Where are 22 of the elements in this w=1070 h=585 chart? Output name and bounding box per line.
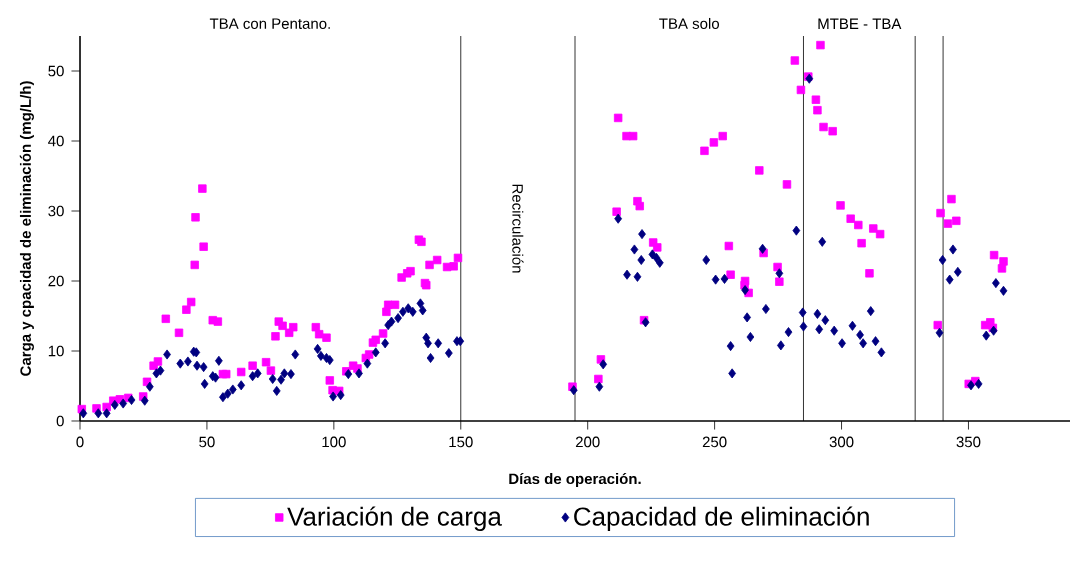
y-axis-title: Carga y cpacidad de eliminación (mg/L/h)	[19, 81, 34, 376]
x-axis-title: Días de operación.	[509, 472, 641, 488]
x-tick-label: 150	[449, 436, 473, 448]
text: MTBE - TBA	[818, 18, 902, 29]
x-tick-label: 0	[76, 436, 84, 448]
legend-label: Variación de carga	[287, 506, 502, 531]
x-tick-label: 350	[956, 436, 981, 448]
x-tick-label: 50	[199, 436, 215, 448]
x-tick-label: 200	[575, 436, 600, 448]
y-tick-label: 0	[56, 415, 64, 427]
x-tick-label: 100	[322, 436, 346, 448]
legend-label: Capacidad de eliminación	[574, 506, 869, 531]
annotation: Recirculación	[512, 184, 524, 273]
y-tick-label: 40	[48, 135, 64, 147]
text: TBA con Pentano.	[209, 18, 330, 29]
y-tick-label: 50	[48, 65, 64, 77]
text: TBA solo	[659, 17, 720, 29]
y-tick-label: 10	[48, 345, 64, 357]
x-tick-label: 250	[702, 436, 727, 448]
y-tick-label: 20	[48, 275, 64, 287]
y-tick-label: 30	[48, 205, 64, 217]
x-tick-label: 300	[829, 436, 854, 448]
